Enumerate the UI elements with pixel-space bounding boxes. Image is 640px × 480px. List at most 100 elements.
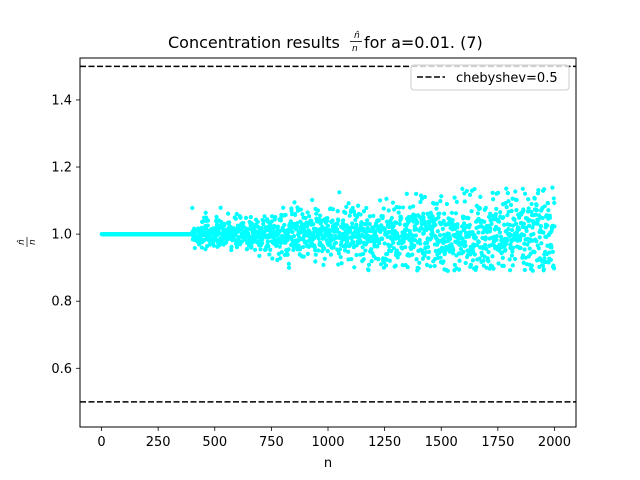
data-point (329, 233, 334, 238)
x-tick-label: 1000 (311, 435, 344, 450)
data-point (457, 267, 462, 272)
data-point (386, 208, 391, 213)
data-point (475, 211, 481, 216)
data-point (433, 248, 438, 254)
data-point (490, 254, 495, 259)
data-point (239, 239, 245, 244)
data-point (441, 218, 446, 224)
data-point (505, 237, 510, 242)
data-point (331, 245, 336, 250)
data-point (458, 230, 463, 235)
legend-label: chebyshev=0.5 (456, 71, 558, 86)
data-point (482, 219, 487, 224)
data-point (455, 225, 460, 230)
data-point (488, 211, 493, 216)
data-point (530, 268, 535, 273)
data-point (462, 199, 467, 204)
data-point (367, 214, 372, 219)
data-point (462, 221, 467, 226)
data-point (534, 203, 539, 208)
data-point (338, 254, 343, 260)
data-point (518, 245, 523, 251)
data-point (390, 200, 396, 205)
data-point (391, 223, 396, 229)
data-point (396, 234, 401, 239)
data-point (422, 194, 428, 200)
data-point (509, 208, 514, 214)
data-point (273, 214, 278, 220)
data-point (496, 219, 502, 224)
data-point (290, 229, 295, 235)
data-point (321, 262, 326, 268)
data-point (385, 251, 390, 256)
y-axis-label: n̂ n (16, 237, 38, 247)
data-point (510, 263, 515, 268)
data-point (387, 258, 392, 263)
data-point (506, 227, 511, 232)
title-suffix: for a=0.01. (7) (364, 33, 483, 52)
data-point (477, 206, 483, 211)
data-point (447, 236, 453, 242)
data-point (415, 220, 420, 225)
data-point (343, 210, 348, 215)
data-point (352, 265, 357, 270)
data-point (452, 262, 457, 268)
data-point (529, 209, 534, 214)
legend: chebyshev=0.5 (410, 64, 570, 91)
data-point (537, 235, 542, 240)
data-point (354, 252, 359, 258)
data-point (545, 223, 550, 228)
data-point (391, 240, 396, 245)
data-point (380, 214, 385, 219)
data-point (459, 224, 465, 229)
data-point (440, 226, 445, 231)
legend-box (410, 64, 570, 91)
data-point (421, 231, 426, 236)
data-point (192, 245, 197, 251)
y-axis-ticks: 0.6 0.8 1.0 1.2 1.4 (51, 93, 80, 377)
data-point (330, 207, 336, 212)
data-point (472, 186, 477, 192)
data-point (377, 240, 382, 246)
data-point (278, 218, 283, 223)
data-point (378, 262, 384, 267)
data-point (371, 213, 376, 218)
scatter-series (99, 185, 557, 274)
data-point (460, 236, 465, 241)
data-point (539, 241, 544, 246)
data-point (511, 245, 516, 250)
data-point (449, 210, 454, 215)
data-point (295, 205, 300, 210)
y-tick-label: 0.6 (51, 362, 72, 377)
data-point (359, 220, 364, 225)
data-point (396, 210, 401, 215)
data-point (305, 224, 310, 229)
data-point (532, 250, 537, 255)
data-point (540, 263, 546, 268)
data-point (325, 216, 330, 221)
y-axis-label-denominator: n (28, 239, 38, 245)
data-point (451, 248, 456, 253)
data-point (536, 246, 541, 251)
data-point (496, 227, 501, 232)
data-point (474, 243, 480, 248)
data-point (482, 254, 487, 259)
data-point (285, 252, 290, 257)
data-point (535, 191, 541, 196)
data-point (522, 191, 528, 196)
data-point (416, 266, 421, 271)
y-tick-label: 0.8 (51, 295, 72, 310)
data-point (369, 247, 374, 252)
data-point (378, 228, 383, 233)
x-axis-ticks: 0 250 500 750 1000 1250 1500 1750 2000 (97, 427, 571, 450)
data-point (407, 205, 413, 210)
data-point (457, 258, 462, 263)
data-point (476, 230, 481, 235)
data-point (461, 249, 466, 254)
data-point (325, 223, 331, 228)
data-point (417, 237, 422, 243)
data-point (380, 237, 385, 242)
data-point (467, 222, 472, 228)
data-point (433, 222, 438, 227)
data-point (534, 239, 539, 244)
